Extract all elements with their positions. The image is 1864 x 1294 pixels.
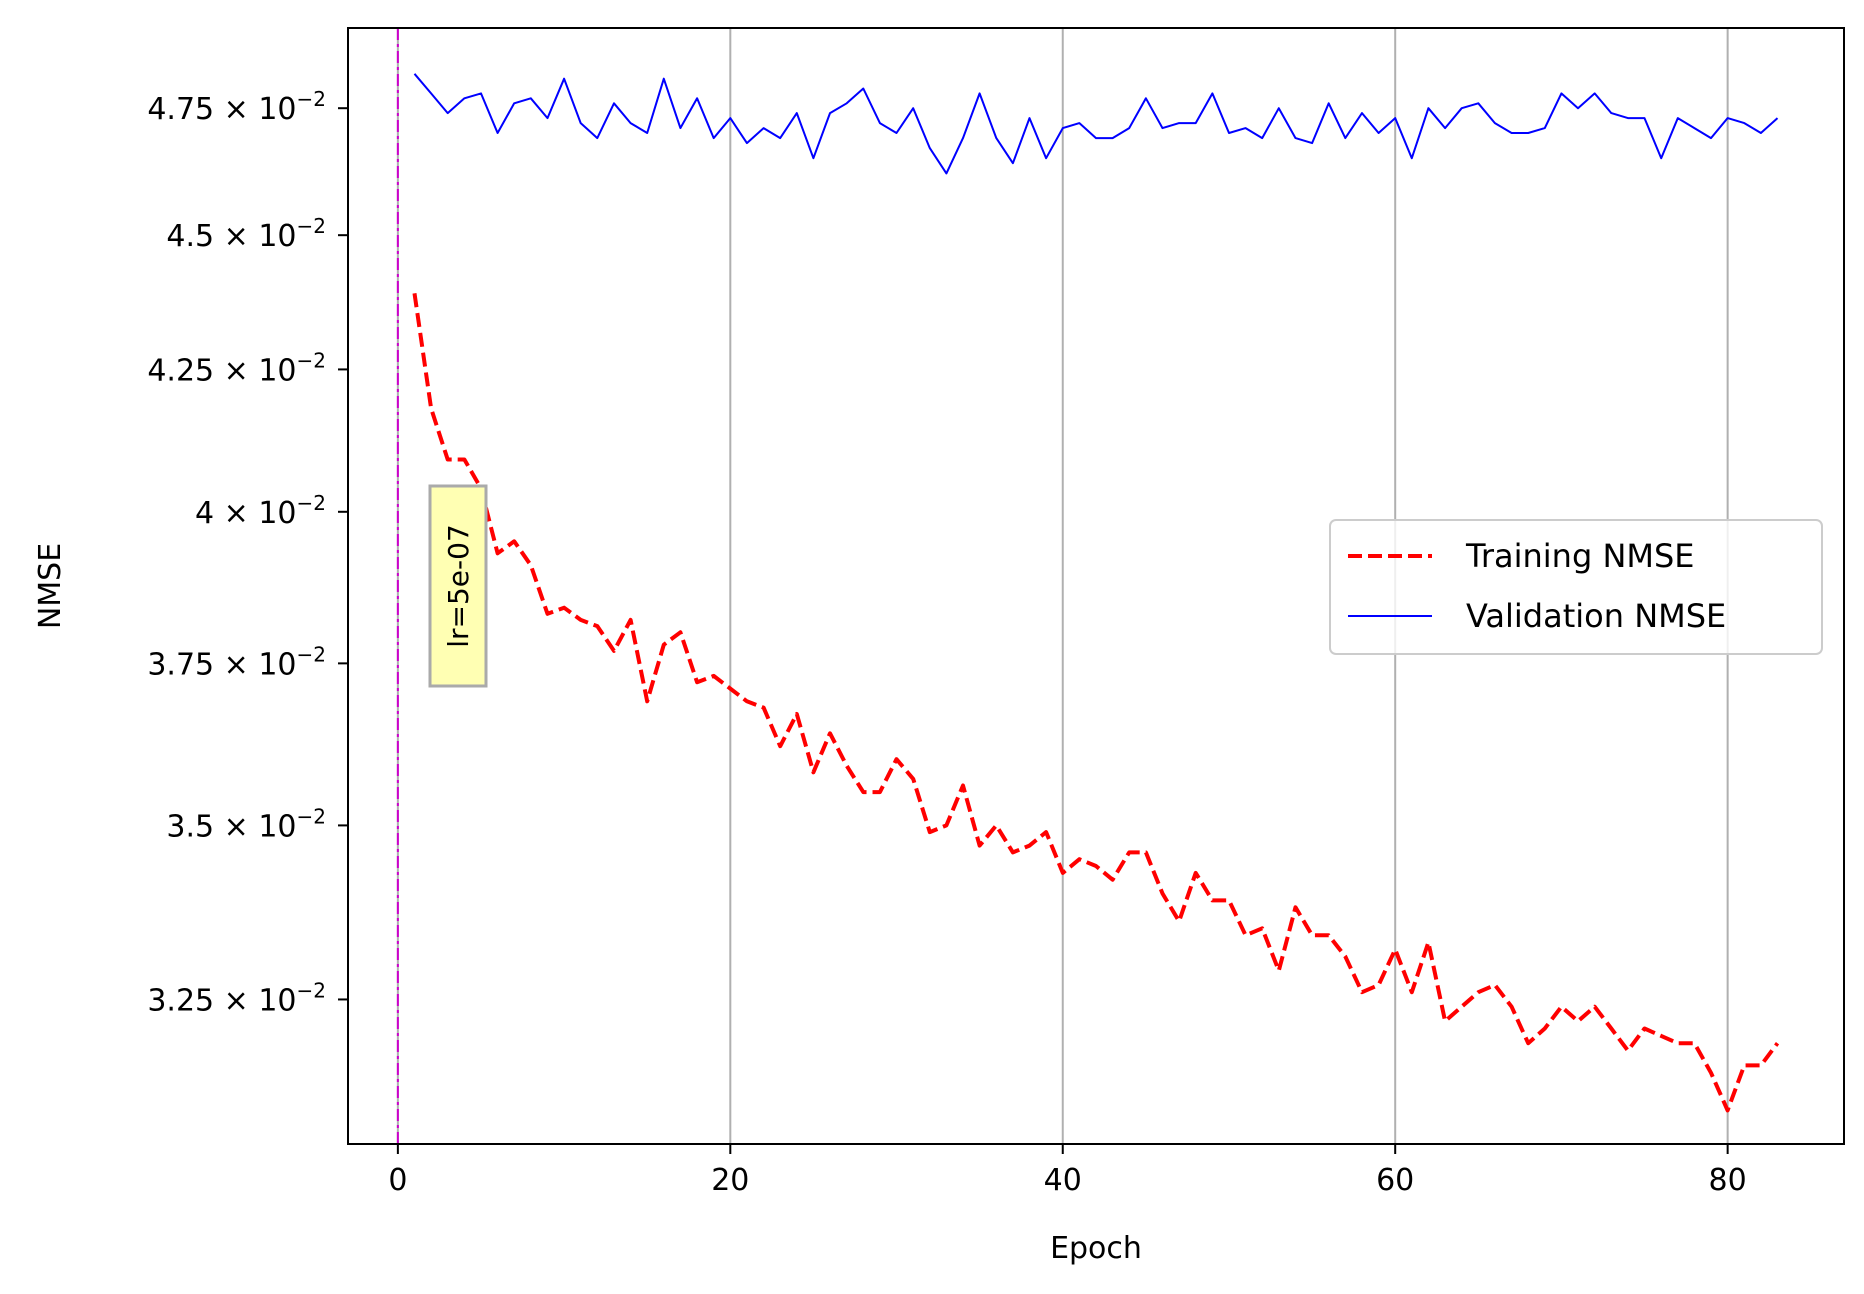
y-tick-exponent: −2	[297, 348, 326, 372]
y-tick-exponent: −2	[297, 804, 326, 828]
validation-nmse-line	[413, 73, 1779, 175]
y-tick-label: 3.5 × 10−2	[166, 804, 326, 844]
legend: Training NMSE Validation NMSE	[1329, 519, 1823, 655]
x-tick-label: 60	[1376, 1163, 1414, 1198]
lr-annotation: lr=5e-07	[428, 484, 488, 688]
y-tick-label: 4.25 × 10−2	[147, 348, 326, 388]
y-tick-mantissa: 4.5 × 10	[166, 219, 296, 254]
x-tick-label: 80	[1709, 1163, 1747, 1198]
training-nmse-line	[412, 293, 1780, 1113]
y-tick-exponent: −2	[297, 214, 326, 238]
y-tick-mantissa: 3.25 × 10	[147, 983, 296, 1018]
plot-frame	[347, 27, 1845, 1145]
x-tick-label: 0	[388, 1163, 407, 1198]
y-tick-exponent: −2	[297, 491, 326, 515]
y-tick-exponent: −2	[297, 642, 326, 666]
y-tick-mantissa: 3.5 × 10	[166, 809, 296, 844]
legend-label-validation: Validation NMSE	[1466, 597, 1726, 635]
y-tick-exponent: −2	[297, 978, 326, 1002]
y-tick-label: 4.75 × 10−2	[147, 87, 326, 127]
lr-annotation-box	[428, 484, 488, 688]
legend-label-training: Training NMSE	[1465, 537, 1695, 575]
legend-box	[1329, 519, 1823, 655]
y-tick-mantissa: 4 × 10	[195, 496, 296, 531]
lr-annotation-label: lr=5e-07	[442, 524, 475, 648]
y-tick-label: 4 × 10−2	[195, 491, 326, 531]
x-tick-label: 40	[1044, 1163, 1082, 1198]
y-tick-mantissa: 3.75 × 10	[147, 647, 296, 682]
y-tick-exponent: −2	[297, 87, 326, 111]
y-tick-mantissa: 4.75 × 10	[147, 92, 296, 127]
series-lines	[412, 73, 1780, 1113]
y-tick-mantissa: 4.25 × 10	[147, 353, 296, 388]
x-axis-ticks: 0 20 40 60 80	[388, 1144, 1747, 1198]
y-tick-label: 3.75 × 10−2	[147, 642, 326, 682]
y-tick-label: 3.25 × 10−2	[147, 978, 326, 1018]
y-axis-label: NMSE	[33, 543, 68, 629]
y-axis-ticks: 3.25 × 10−23.5 × 10−23.75 × 10−24 × 10−2…	[147, 87, 348, 1018]
x-axis-label: Epoch	[1050, 1231, 1142, 1266]
x-tick-label: 20	[711, 1163, 749, 1198]
y-tick-label: 4.5 × 10−2	[166, 214, 326, 254]
